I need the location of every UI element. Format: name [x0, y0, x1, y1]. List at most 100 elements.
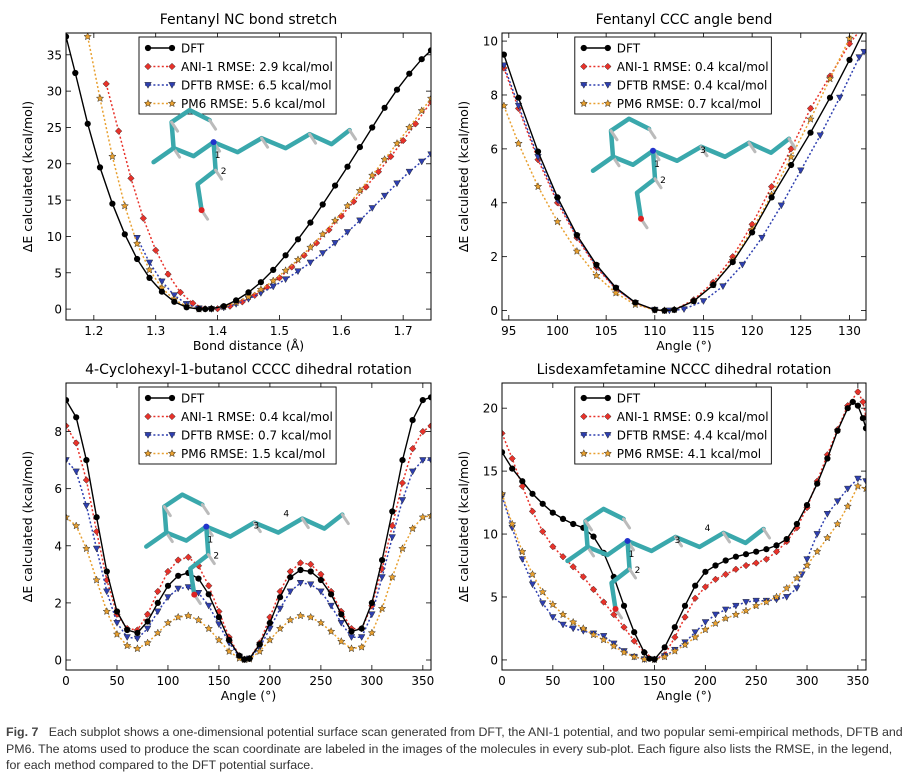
x-axis-label: Angle (°) — [656, 338, 712, 353]
data-point — [265, 635, 275, 644]
data-point — [132, 239, 142, 248]
legend-entry: PM6 RMSE: 4.1 kcal/mol — [617, 447, 761, 461]
data-point — [331, 240, 339, 247]
data-point — [609, 641, 619, 650]
data-point — [712, 562, 719, 569]
molecule-bond — [162, 492, 205, 535]
molecule-oxygen-atom — [638, 215, 644, 222]
data-point — [631, 629, 638, 636]
data-point — [783, 536, 790, 543]
data-point — [357, 634, 366, 641]
x-tick-label: 125 — [789, 324, 812, 338]
data-point — [306, 242, 315, 251]
data-point — [72, 69, 79, 77]
data-point — [612, 284, 620, 291]
data-point — [296, 559, 305, 567]
chart-panel-3: 4-Cyclohexyl-1-butanol CCCC dihedral rot… — [20, 362, 434, 703]
data-point — [287, 574, 294, 581]
data-point — [208, 305, 215, 312]
data-point — [738, 261, 747, 269]
y-tick-label: 35 — [47, 48, 62, 62]
data-point — [338, 611, 345, 618]
plot-area — [502, 33, 866, 315]
y-tick-label: 5 — [490, 590, 498, 604]
data-point — [515, 94, 522, 101]
x-tick-label: 350 — [411, 674, 434, 688]
data-point — [793, 585, 801, 592]
data-point — [722, 557, 729, 564]
legend-marker — [144, 394, 152, 402]
molecule-hydrogen — [747, 141, 757, 154]
data-point — [806, 104, 815, 113]
data-point — [813, 547, 822, 556]
legend-entry: ANI-1 RMSE: 0.4 kcal/mol — [181, 410, 333, 424]
y-tick-label: 0 — [490, 304, 498, 318]
data-point — [711, 611, 720, 619]
data-point — [164, 582, 172, 589]
molecule-bond — [195, 139, 218, 213]
data-point — [120, 201, 129, 210]
molecule-hydrogen — [622, 517, 632, 530]
data-point — [184, 553, 192, 561]
y-tick-label: 8 — [490, 88, 498, 102]
atom-index-label: 1 — [207, 536, 213, 546]
data-point — [347, 634, 356, 641]
data-point — [102, 80, 110, 88]
data-point — [419, 427, 427, 436]
series-line — [86, 36, 431, 310]
data-point — [699, 298, 708, 305]
legend-marker — [168, 412, 176, 421]
data-point — [854, 475, 862, 483]
legend-entry: PM6 RMSE: 1.5 kcal/mol — [181, 447, 325, 461]
data-point — [398, 497, 407, 504]
data-point — [797, 167, 805, 175]
legend-marker — [580, 62, 588, 71]
data-point — [854, 388, 862, 396]
y-tick-label: 2 — [54, 596, 62, 610]
y-tick-label: 15 — [47, 194, 62, 208]
data-point — [398, 544, 407, 553]
data-point — [72, 521, 81, 530]
legend-marker — [603, 99, 612, 108]
y-tick-label: 6 — [54, 482, 62, 496]
data-point — [862, 33, 866, 34]
molecule-bond — [169, 107, 212, 151]
data-point — [82, 476, 91, 484]
data-point — [651, 656, 658, 663]
data-point — [241, 656, 248, 663]
series-3 — [66, 511, 431, 664]
data-point — [701, 619, 710, 626]
data-point — [553, 217, 562, 226]
data-point — [215, 621, 223, 629]
data-point — [803, 556, 811, 563]
data-point — [806, 114, 815, 123]
molecule-hydrogen — [208, 118, 218, 131]
data-point — [427, 47, 431, 54]
data-point — [427, 151, 431, 159]
x-axis-label: Angle (°) — [221, 688, 277, 703]
data-point — [783, 594, 791, 601]
data-point — [777, 202, 786, 210]
data-point — [255, 646, 264, 655]
data-point — [855, 54, 863, 62]
data-point — [357, 642, 366, 651]
data-point — [123, 641, 132, 650]
data-point — [256, 641, 263, 648]
legend-marker — [580, 432, 588, 439]
data-point — [732, 565, 740, 573]
molecule-hydrogen — [340, 513, 350, 526]
data-point — [355, 186, 365, 195]
molecule-image: 12 3 4 — [565, 506, 772, 620]
molecule-hydrogen — [787, 137, 797, 150]
legend-marker — [580, 412, 588, 421]
data-point — [294, 268, 302, 276]
y-tick-label: 30 — [47, 85, 62, 99]
data-point — [593, 261, 600, 268]
data-point — [671, 624, 678, 631]
data-point — [154, 587, 162, 596]
data-point — [367, 628, 377, 637]
data-point — [405, 168, 414, 176]
series-line — [136, 153, 431, 310]
molecule-hydrogen — [162, 505, 172, 518]
atom-index-label: 4 — [705, 524, 711, 534]
